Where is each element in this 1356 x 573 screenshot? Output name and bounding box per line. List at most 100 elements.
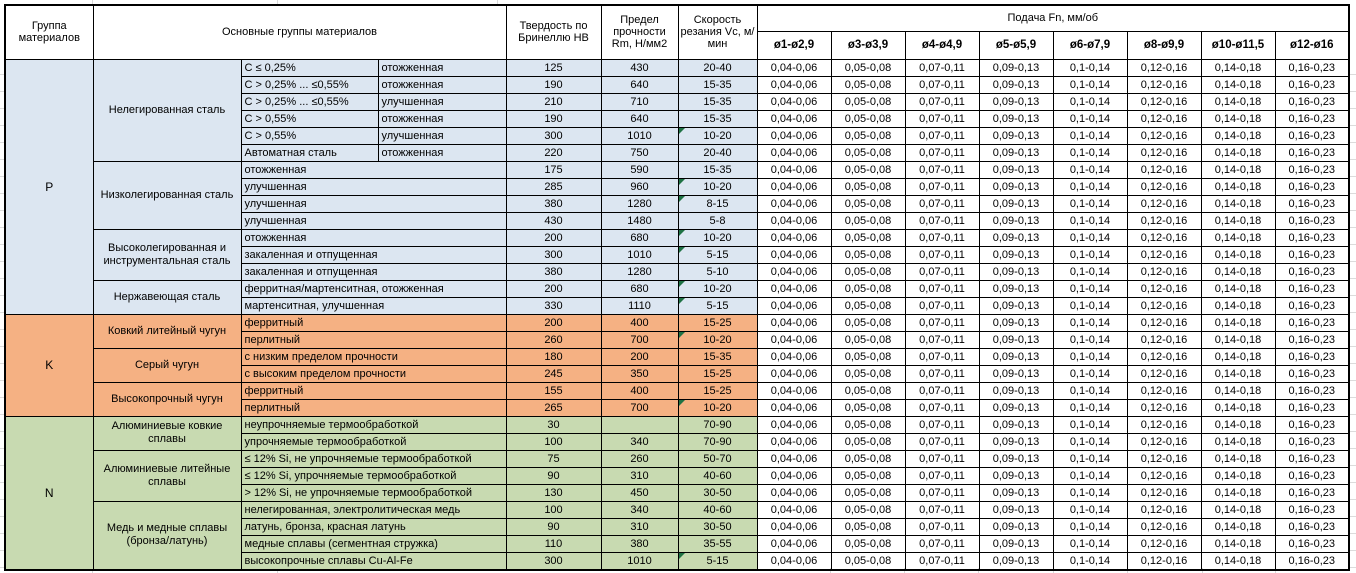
feed-value-cell[interactable]: 0,12-0,16 [1126, 551, 1202, 570]
material-state-cell[interactable]: высокопрочные сплавы Cu-Al-Fe [240, 551, 507, 570]
header-feed-diameter-col[interactable]: ø4-ø4,9 [904, 30, 980, 60]
feed-value-cell[interactable]: 0,14-0,18 [1200, 126, 1276, 145]
feed-value-cell[interactable]: 0,1-0,14 [1052, 177, 1128, 196]
feed-value-cell[interactable]: 0,12-0,16 [1126, 75, 1202, 94]
feed-value-cell[interactable]: 0,09-0,13 [978, 364, 1054, 383]
cutting-speed-vc-cell[interactable]: 5-15 [677, 245, 758, 264]
header-main-groups-col[interactable]: Основные группы материалов [92, 4, 507, 60]
feed-value-cell[interactable]: 0,09-0,13 [978, 177, 1054, 196]
feed-value-cell[interactable]: 0,16-0,23 [1274, 551, 1350, 570]
strength-rm-cell[interactable]: 1280 [600, 262, 679, 281]
cutting-speed-vc-cell[interactable]: 15-35 [677, 160, 758, 179]
material-state-cell[interactable]: с высоким пределом прочности [240, 364, 507, 383]
feed-value-cell[interactable]: 0,05-0,08 [830, 500, 906, 519]
feed-value-cell[interactable]: 0,16-0,23 [1274, 262, 1350, 281]
feed-value-cell[interactable]: 0,1-0,14 [1052, 228, 1128, 247]
cutting-speed-vc-cell[interactable]: 40-60 [677, 500, 758, 519]
feed-value-cell[interactable]: 0,14-0,18 [1200, 415, 1276, 434]
hardness-hb-cell[interactable]: 190 [505, 75, 602, 94]
feed-value-cell[interactable]: 0,1-0,14 [1052, 279, 1128, 298]
cutting-speed-vc-cell[interactable]: 10-20 [677, 330, 758, 349]
feed-value-cell[interactable]: 0,09-0,13 [978, 347, 1054, 366]
strength-rm-cell[interactable]: 310 [600, 466, 679, 485]
material-state-cell[interactable]: ≤ 12% Si, не упрочняемые термообработкой [240, 449, 507, 468]
cutting-speed-vc-cell[interactable]: 8-15 [677, 194, 758, 213]
cutting-speed-vc-cell[interactable]: 10-20 [677, 279, 758, 298]
feed-value-cell[interactable]: 0,04-0,06 [756, 534, 832, 553]
feed-value-cell[interactable]: 0,04-0,06 [756, 381, 832, 400]
material-group-letter-cell[interactable]: K [4, 313, 94, 417]
feed-value-cell[interactable]: 0,12-0,16 [1126, 245, 1202, 264]
feed-value-cell[interactable]: 0,1-0,14 [1052, 415, 1128, 434]
strength-rm-cell[interactable]: 680 [600, 228, 679, 247]
material-family-cell[interactable]: Алюминиевые литейные сплавы [92, 449, 242, 502]
feed-value-cell[interactable]: 0,14-0,18 [1200, 262, 1276, 281]
feed-value-cell[interactable]: 0,1-0,14 [1052, 211, 1128, 230]
feed-value-cell[interactable]: 0,07-0,11 [904, 279, 980, 298]
feed-value-cell[interactable]: 0,12-0,16 [1126, 364, 1202, 383]
cutting-speed-vc-cell[interactable]: 5-15 [677, 551, 758, 570]
feed-value-cell[interactable]: 0,1-0,14 [1052, 449, 1128, 468]
feed-value-cell[interactable]: 0,04-0,06 [756, 415, 832, 434]
feed-value-cell[interactable]: 0,16-0,23 [1274, 245, 1350, 264]
material-state-cell[interactable]: отожженная [377, 75, 507, 94]
strength-rm-cell[interactable]: 400 [600, 313, 679, 332]
feed-value-cell[interactable]: 0,05-0,08 [830, 398, 906, 417]
strength-rm-cell[interactable]: 700 [600, 330, 679, 349]
feed-value-cell[interactable]: 0,14-0,18 [1200, 177, 1276, 196]
strength-rm-cell[interactable]: 260 [600, 449, 679, 468]
feed-value-cell[interactable]: 0,09-0,13 [978, 143, 1054, 162]
feed-value-cell[interactable]: 0,05-0,08 [830, 483, 906, 502]
feed-value-cell[interactable]: 0,09-0,13 [978, 75, 1054, 94]
strength-rm-cell[interactable]: 1010 [600, 126, 679, 145]
strength-rm-cell[interactable]: 1480 [600, 211, 679, 230]
hardness-hb-cell[interactable]: 220 [505, 143, 602, 162]
material-state-cell[interactable]: закаленная и отпущенная [240, 245, 507, 264]
material-group-letter-cell[interactable]: N [4, 415, 94, 570]
feed-value-cell[interactable]: 0,1-0,14 [1052, 109, 1128, 128]
hardness-hb-cell[interactable]: 285 [505, 177, 602, 196]
feed-value-cell[interactable]: 0,07-0,11 [904, 330, 980, 349]
hardness-hb-cell[interactable]: 300 [505, 245, 602, 264]
cutting-speed-vc-cell[interactable]: 5-15 [677, 296, 758, 315]
feed-value-cell[interactable]: 0,05-0,08 [830, 313, 906, 332]
feed-value-cell[interactable]: 0,14-0,18 [1200, 58, 1276, 77]
cutting-speed-vc-cell[interactable]: 70-90 [677, 415, 758, 434]
material-state-cell[interactable]: мартенситная, улучшенная [240, 296, 507, 315]
hardness-hb-cell[interactable]: 430 [505, 211, 602, 230]
strength-rm-cell[interactable]: 700 [600, 398, 679, 417]
feed-value-cell[interactable]: 0,1-0,14 [1052, 432, 1128, 451]
feed-value-cell[interactable]: 0,04-0,06 [756, 517, 832, 536]
feed-value-cell[interactable]: 0,09-0,13 [978, 92, 1054, 111]
material-state-cell[interactable]: улучшенная [377, 126, 507, 145]
feed-value-cell[interactable]: 0,12-0,16 [1126, 398, 1202, 417]
feed-value-cell[interactable]: 0,12-0,16 [1126, 262, 1202, 281]
material-state-cell[interactable]: закаленная и отпущенная [240, 262, 507, 281]
feed-value-cell[interactable]: 0,05-0,08 [830, 432, 906, 451]
cutting-speed-vc-cell[interactable]: 15-35 [677, 92, 758, 111]
feed-value-cell[interactable]: 0,04-0,06 [756, 551, 832, 570]
hardness-hb-cell[interactable]: 90 [505, 466, 602, 485]
feed-value-cell[interactable]: 0,16-0,23 [1274, 364, 1350, 383]
feed-value-cell[interactable]: 0,12-0,16 [1126, 228, 1202, 247]
feed-value-cell[interactable]: 0,04-0,06 [756, 432, 832, 451]
feed-value-cell[interactable]: 0,05-0,08 [830, 177, 906, 196]
material-state-cell[interactable]: с низким пределом прочности [240, 347, 507, 366]
material-composition-cell[interactable]: C > 0,25% ... ≤0,55% [240, 75, 379, 94]
strength-rm-cell[interactable]: 200 [600, 347, 679, 366]
strength-rm-cell[interactable]: 750 [600, 143, 679, 162]
cutting-speed-vc-cell[interactable]: 50-70 [677, 449, 758, 468]
feed-value-cell[interactable]: 0,16-0,23 [1274, 500, 1350, 519]
cutting-speed-vc-cell[interactable]: 5-10 [677, 262, 758, 281]
feed-value-cell[interactable]: 0,12-0,16 [1126, 347, 1202, 366]
feed-value-cell[interactable]: 0,07-0,11 [904, 381, 980, 400]
feed-value-cell[interactable]: 0,12-0,16 [1126, 517, 1202, 536]
material-group-letter-cell[interactable]: P [4, 58, 94, 315]
feed-value-cell[interactable]: 0,14-0,18 [1200, 279, 1276, 298]
feed-value-cell[interactable]: 0,04-0,06 [756, 177, 832, 196]
feed-value-cell[interactable]: 0,09-0,13 [978, 279, 1054, 298]
feed-value-cell[interactable]: 0,04-0,06 [756, 92, 832, 111]
hardness-hb-cell[interactable]: 125 [505, 58, 602, 77]
cutting-speed-vc-cell[interactable]: 10-20 [677, 398, 758, 417]
feed-value-cell[interactable]: 0,14-0,18 [1200, 296, 1276, 315]
